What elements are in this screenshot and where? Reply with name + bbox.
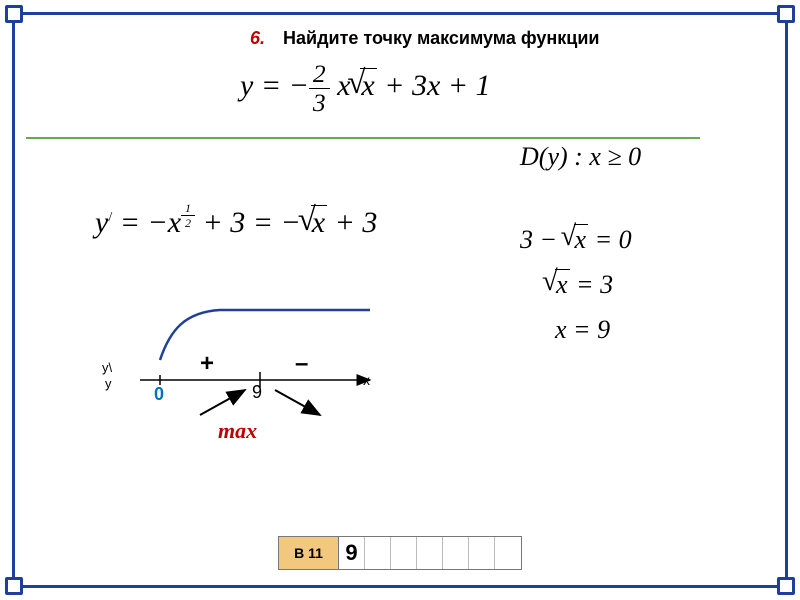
corner-br <box>777 577 795 595</box>
equation-solve-1: 3 − x = 0 <box>520 225 632 255</box>
sign-diagram: y\ y 0 9 x + – max <box>110 300 390 440</box>
equation-solve-2: x = 3 <box>545 270 613 300</box>
diagram-zero: 0 <box>154 384 164 405</box>
answer-strip: В 11 9 <box>278 536 522 570</box>
diagram-plus: + <box>200 350 214 378</box>
answer-cell-0: 9 <box>339 537 365 569</box>
corner-tr <box>777 5 795 23</box>
diagram-y-label: y <box>105 376 112 391</box>
answer-cell-4 <box>443 537 469 569</box>
answer-cell-5 <box>469 537 495 569</box>
diagram-critical: 9 <box>252 382 262 403</box>
question-number: 6. <box>250 28 265 49</box>
corner-bl <box>5 577 23 595</box>
answer-cell-2 <box>391 537 417 569</box>
diagram-max-label: max <box>218 418 257 444</box>
equation-domain: D(y) : x ≥ 0 <box>520 142 641 172</box>
corner-tl <box>5 5 23 23</box>
equation-derivative: y/ = −x12 + 3 = −x + 3 <box>95 200 377 240</box>
equation-main: y = −23 xx + 3x + 1 <box>240 60 491 116</box>
diagram-x-label: x <box>363 372 370 388</box>
diagram-y-prime-label: y\ <box>102 360 112 375</box>
slide-header: 6. Найдите точку максимума функции <box>250 28 599 49</box>
question-text: Найдите точку максимума функции <box>283 28 599 49</box>
answer-label-button[interactable]: В 11 <box>279 537 339 569</box>
answer-cell-6 <box>495 537 521 569</box>
equation-solve-3: x = 9 <box>555 315 610 345</box>
diagram-minus: – <box>295 350 308 378</box>
answer-cell-3 <box>417 537 443 569</box>
answer-cell-1 <box>365 537 391 569</box>
divider-line <box>26 137 700 139</box>
